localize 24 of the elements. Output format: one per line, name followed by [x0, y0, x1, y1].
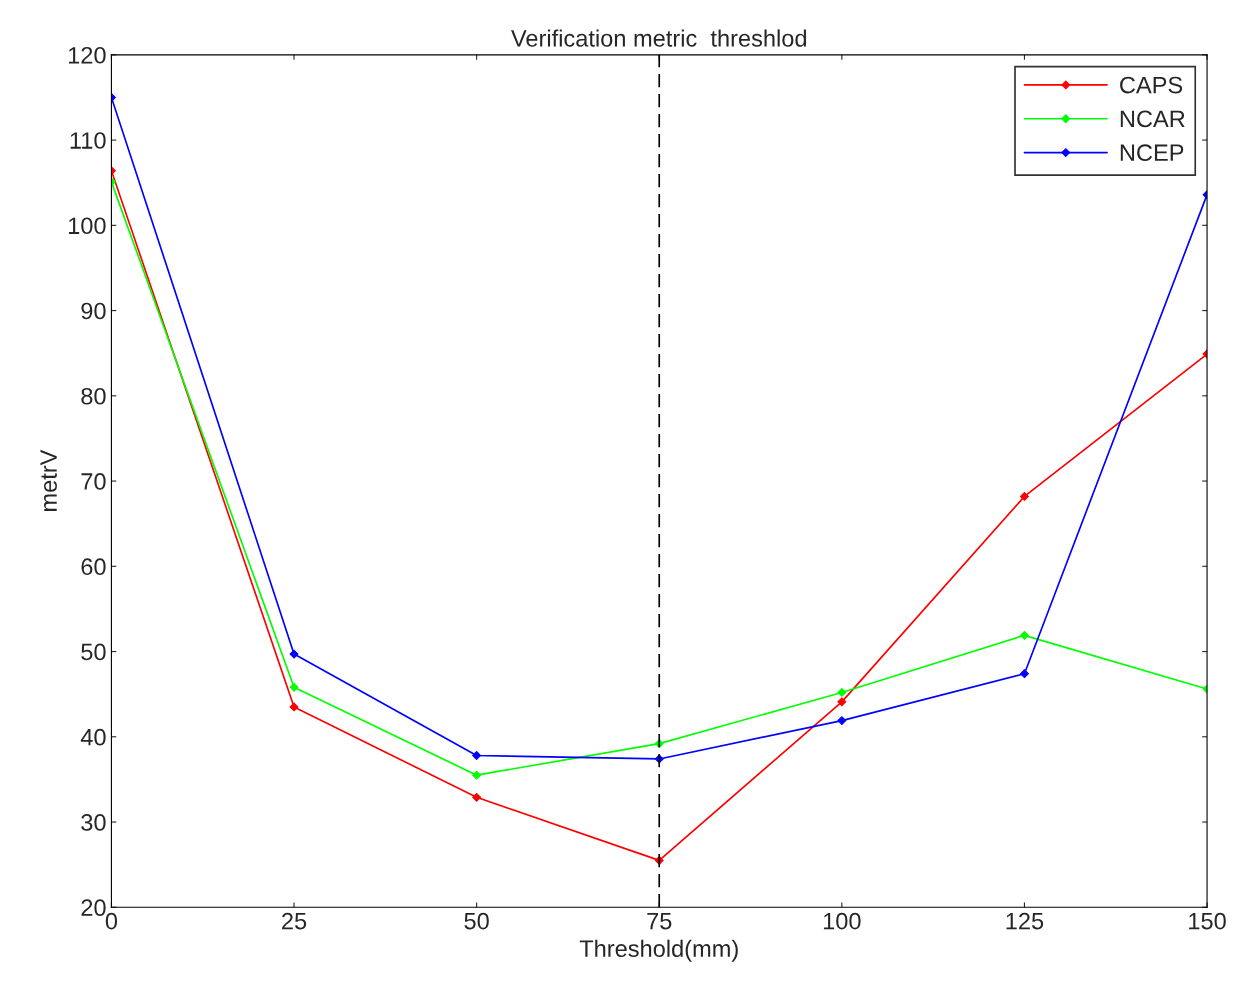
y-tick-label: 60 — [81, 558, 106, 576]
y-tick-label: 50 — [81, 643, 106, 661]
y-tick-label: 40 — [80, 728, 106, 746]
legend-label: NCAR — [1120, 110, 1185, 128]
x-tick-label: 150 — [1189, 912, 1226, 930]
y-tick-label: 70 — [81, 473, 106, 490]
legend-label: CAPS — [1120, 76, 1183, 94]
x-tick-label: 25 — [282, 912, 307, 930]
y-tick-label: 80 — [81, 387, 106, 405]
x-axis-title: Threshold(mm) — [579, 939, 738, 962]
x-tick-label: 75 — [647, 913, 672, 930]
y-tick-label: 90 — [81, 302, 106, 320]
y-tick-label: 100 — [68, 217, 106, 235]
y-tick-label: 20 — [81, 899, 106, 917]
legend-label: NCEP — [1120, 144, 1184, 162]
y-axis-title: metrV — [40, 449, 57, 511]
x-tick-label: 0 — [105, 912, 118, 930]
x-tick-label: 125 — [1006, 912, 1044, 930]
y-tick-label: 110 — [70, 132, 106, 149]
x-tick-label: 50 — [464, 912, 489, 930]
chart-title: Verification metric threshlod — [511, 29, 807, 47]
x-tick-label: 100 — [823, 912, 861, 930]
y-tick-label: 120 — [68, 46, 106, 64]
y-tick-label: 30 — [81, 814, 106, 831]
